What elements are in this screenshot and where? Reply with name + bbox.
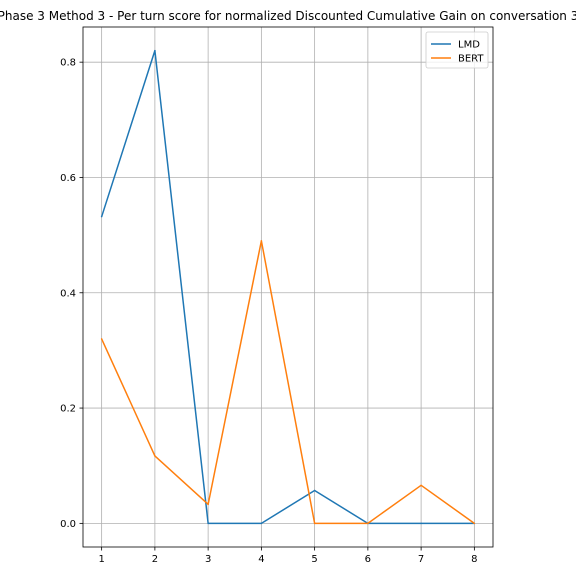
data-point-bert <box>473 522 476 525</box>
data-point-bert <box>100 338 103 340</box>
x-tick-label: 8 <box>471 554 477 565</box>
x-tick-label: 1 <box>98 554 104 565</box>
data-point-lmd <box>260 522 263 525</box>
x-tick-label: 5 <box>311 554 317 565</box>
data-point-lmd <box>100 215 103 218</box>
y-tick-label: 0.6 <box>60 173 76 184</box>
y-tick-label: 0.8 <box>60 58 76 69</box>
data-point-lmd <box>313 489 316 492</box>
x-tick-label: 2 <box>152 554 158 565</box>
chart-title: Phase 3 Method 3 - Per turn score for no… <box>0 9 576 23</box>
data-point-lmd <box>154 49 156 52</box>
plot-area-frame <box>82 26 494 548</box>
data-point-bert <box>367 522 369 525</box>
data-point-bert <box>260 240 263 242</box>
x-axis: 1 2 3 4 5 6 7 8 <box>98 547 478 565</box>
y-axis: 0.0 0.2 0.4 0.6 0.8 <box>60 58 83 530</box>
data-point-bert <box>313 522 316 525</box>
legend-label-lmd: LMD <box>458 40 480 51</box>
legend: LMD BERT <box>425 31 489 69</box>
x-tick-label: 6 <box>365 554 371 565</box>
data-point-bert <box>207 503 209 506</box>
legend-label-bert: BERT <box>458 54 484 65</box>
grid <box>83 27 493 547</box>
data-point-lmd <box>207 522 209 525</box>
y-tick-label: 0.2 <box>60 404 76 415</box>
series-line-lmd <box>100 49 475 525</box>
series-layer <box>100 49 476 525</box>
x-tick-label: 7 <box>418 554 424 565</box>
x-tick-label: 3 <box>205 554 211 565</box>
legend-box <box>425 31 489 69</box>
series-line-bert <box>100 240 475 525</box>
data-point-bert <box>420 484 422 487</box>
x-tick-label: 4 <box>258 554 264 565</box>
data-point-lmd <box>420 522 422 525</box>
y-tick-label: 0.4 <box>60 288 76 299</box>
data-point-bert <box>154 455 156 457</box>
y-tick-label: 0.0 <box>60 519 76 530</box>
